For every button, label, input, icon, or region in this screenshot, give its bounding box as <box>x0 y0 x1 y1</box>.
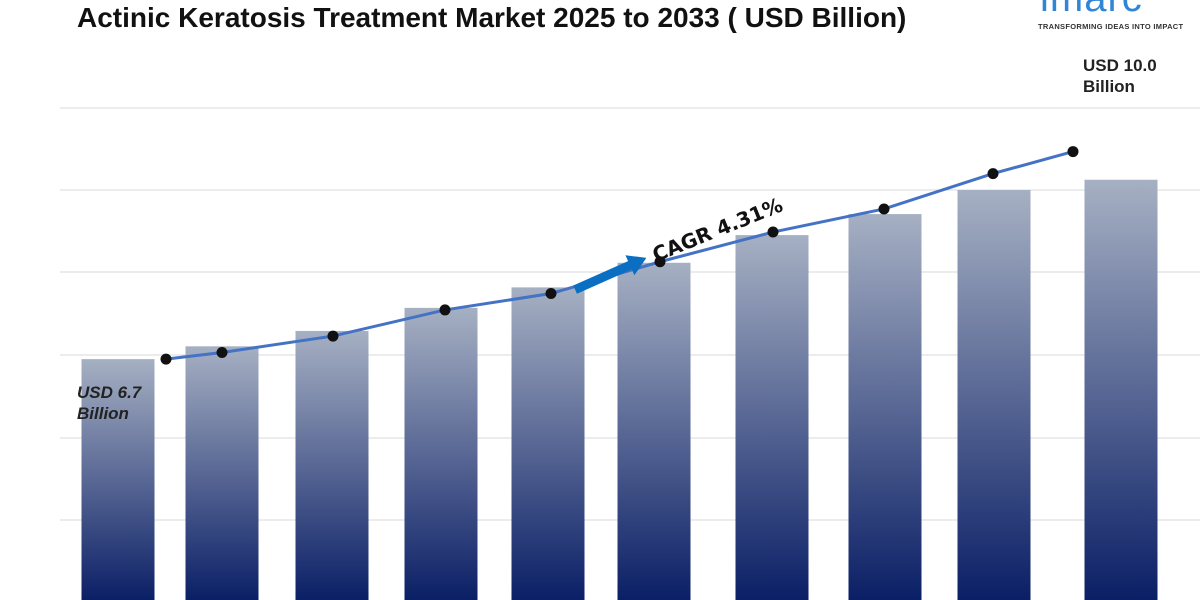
bar-8 <box>848 214 922 600</box>
bar-9 <box>957 190 1031 600</box>
start-value-annotation: USD 6.7 Billion <box>77 382 141 424</box>
imarc-logo: imarc TRANSFORMING IDEAS INTO IMPACT <box>1030 0 1200 36</box>
bar-7 <box>735 235 809 600</box>
line-point-8 <box>878 203 890 215</box>
bar-3 <box>295 330 369 600</box>
line-point-2 <box>216 346 228 358</box>
start-value-line1: USD 6.7 <box>77 383 142 402</box>
end-value-annotation: USD 10.0 Billion <box>1083 55 1157 97</box>
logo-tagline: TRANSFORMING IDEAS INTO IMPACT <box>1038 22 1184 31</box>
bar-5 <box>511 287 585 600</box>
end-value-line1: USD 10.0 <box>1083 56 1157 75</box>
line-point-1 <box>160 353 172 365</box>
bar-10 <box>1084 179 1158 600</box>
line-point-3 <box>327 330 339 342</box>
bar-6 <box>617 262 691 600</box>
end-value-line2: Billion <box>1083 77 1135 96</box>
line-point-4 <box>439 304 451 316</box>
start-value-line2: Billion <box>77 404 129 423</box>
bar-series <box>81 179 1158 600</box>
line-point-10 <box>1067 146 1079 158</box>
line-point-6 <box>654 256 666 268</box>
line-point-5 <box>545 288 557 300</box>
logo-wordmark: imarc <box>1040 0 1143 18</box>
line-point-7 <box>767 226 779 238</box>
cagr-arrow-icon <box>573 255 647 294</box>
bar-1 <box>81 359 155 600</box>
line-point-9 <box>987 168 999 180</box>
bar-4 <box>404 307 478 600</box>
bar-2 <box>185 346 259 600</box>
chart-title: Actinic Keratosis Treatment Market 2025 … <box>77 2 907 33</box>
